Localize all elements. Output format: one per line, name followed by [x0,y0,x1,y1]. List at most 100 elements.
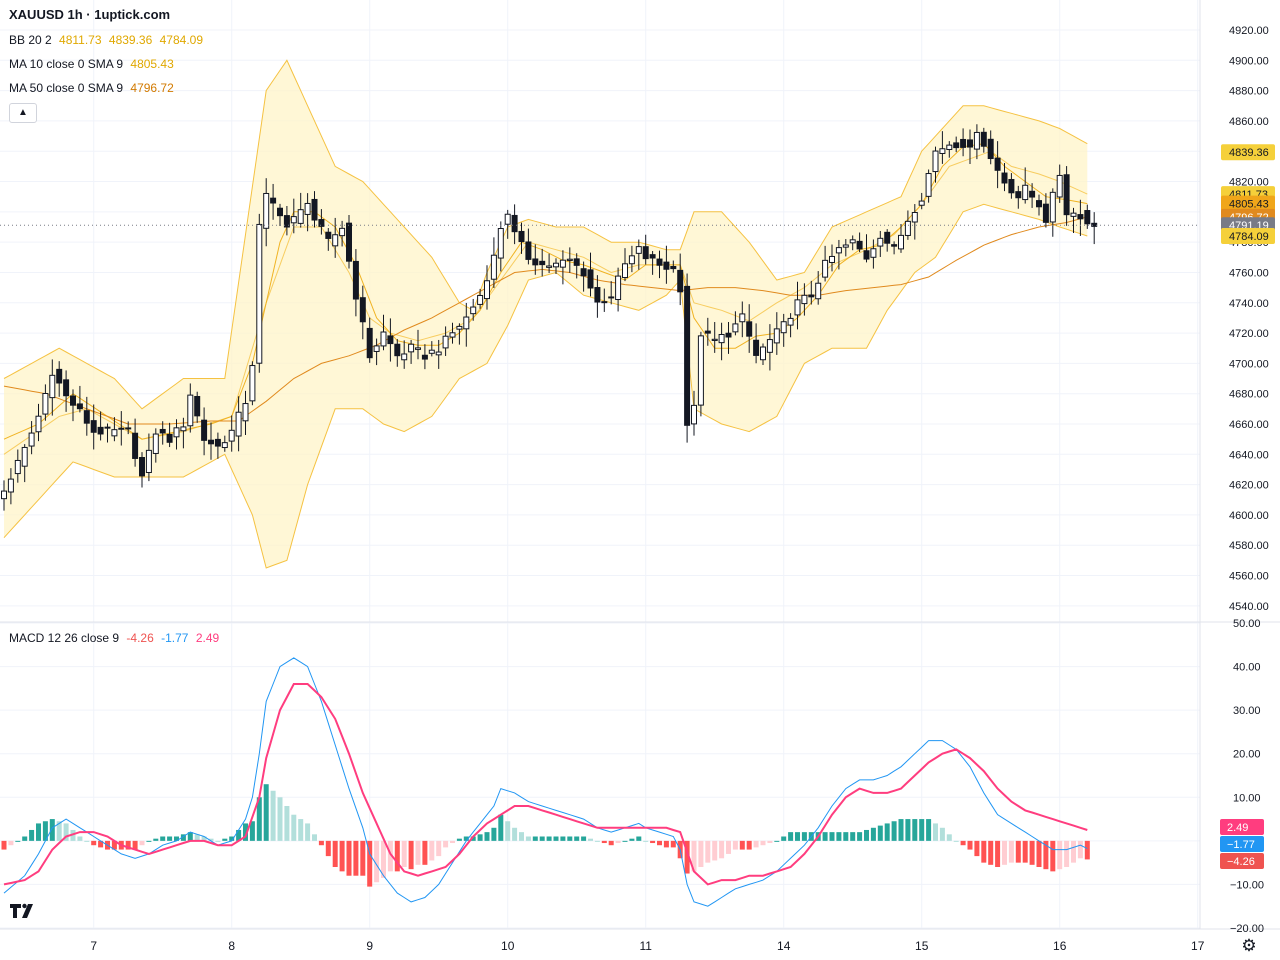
macd-hist-bar [519,832,524,841]
candle-body [911,211,918,223]
candle [732,311,739,336]
candle [484,265,490,310]
bb-upper-line [3,59,1088,410]
candle [249,361,256,406]
candle-body [1063,174,1070,216]
candle-body [187,394,194,427]
macd-hist-bar [891,821,897,841]
candle-body [297,209,304,224]
bb-upper-value: 4839.36 [108,33,153,47]
candle-body [228,429,235,442]
macd-hist-bar [374,840,380,883]
candle-body [477,295,484,305]
candle-body [718,334,725,344]
macd-hist-bar [1002,840,1007,865]
macd-hist-bar [29,829,35,841]
tradingview-logo-icon[interactable] [8,900,38,922]
candle-body [711,338,718,341]
candle [456,323,463,345]
candle [704,317,711,346]
candle [194,391,201,423]
macd-hist-bar [84,840,90,842]
candle-body [7,478,14,493]
candle [208,422,214,460]
macd-hist-bar [422,840,428,865]
candle-body [739,313,746,323]
macd-signal-line [3,683,1088,886]
candle [49,359,56,416]
collapse-legend-button[interactable]: ▲ [9,103,37,123]
macd-hist-bar [229,836,235,841]
bb-lower-value: 4784.09 [159,33,204,47]
price-tick-label: 4560.00 [1229,571,1269,583]
candle-body [960,138,967,148]
macd-hist-bar [719,840,725,859]
ma10-legend[interactable]: MA 10 close 0 SMA 9 4805.43 [9,56,174,72]
candle-body [691,404,697,425]
time-tick-label: 15 [915,939,929,953]
macd-hist-bar [56,821,62,841]
macd-hist-bar [532,836,538,841]
candle-body [553,262,559,268]
candle [408,339,415,364]
candle-body [35,415,42,433]
candle [387,318,394,362]
bb-legend[interactable]: BB 20 2 4811.73 4839.36 4784.09 [9,32,203,48]
macd-hist-bar [670,840,676,848]
candle-body [760,346,766,361]
macd-hist-bar [401,840,407,867]
price-tag-label: 4784.09 [1229,231,1269,243]
chevron-up-icon: ▲ [18,107,28,118]
candle [815,271,822,305]
candle [911,204,918,240]
candle-body [615,275,622,301]
candle [691,390,697,436]
bb-fill [4,60,1088,569]
ma50-legend[interactable]: MA 50 close 0 SMA 9 4796.72 [9,80,174,96]
candle-body [856,240,863,250]
candle-body [967,139,973,148]
macd-hist-bar [139,840,145,846]
macd-hist-bar [553,836,559,841]
candle-body [449,332,456,338]
candle-body [1022,184,1029,201]
macd-tick-label: 20.00 [1233,749,1261,761]
macd-hist-bar [381,840,386,878]
candle [1008,173,1015,199]
candle-body [725,332,732,338]
candle [642,234,649,265]
candle-body [808,294,815,298]
macd-hist-bar [967,840,973,850]
candle [656,250,663,279]
candle [270,183,277,220]
candle-body [973,131,980,150]
candle-body [1001,172,1008,184]
candle [90,404,97,450]
macd-legend[interactable]: MACD 12 26 close 9 -4.26 -1.77 2.49 [9,630,219,646]
candle-body [918,200,925,206]
macd-hist-bar [884,823,890,841]
macd-hist-bar [36,823,41,841]
candle [539,248,546,277]
macd-tag-label: −1.77 [1227,839,1255,851]
candle [1029,183,1036,208]
candle-body [870,248,877,258]
candle-body [608,296,615,299]
candle [242,390,249,436]
macd-hist-bar [622,840,628,842]
macd-hist-bar [484,832,490,841]
candle-body [63,379,70,397]
macd-hist-bar [629,838,635,841]
candle [980,127,987,153]
macd-hist-bar [684,840,690,874]
candle [504,209,511,239]
gear-icon[interactable]: ⚙ [1241,936,1257,955]
price-tick-label: 4700.00 [1229,358,1269,370]
candle [1015,185,1022,209]
candle-body [214,438,221,447]
macd-hist-bar [194,834,200,841]
candle [83,396,90,436]
macd-tag: 2.49 [1220,819,1264,835]
candle [553,258,559,274]
macd-hist-bar [236,829,242,841]
